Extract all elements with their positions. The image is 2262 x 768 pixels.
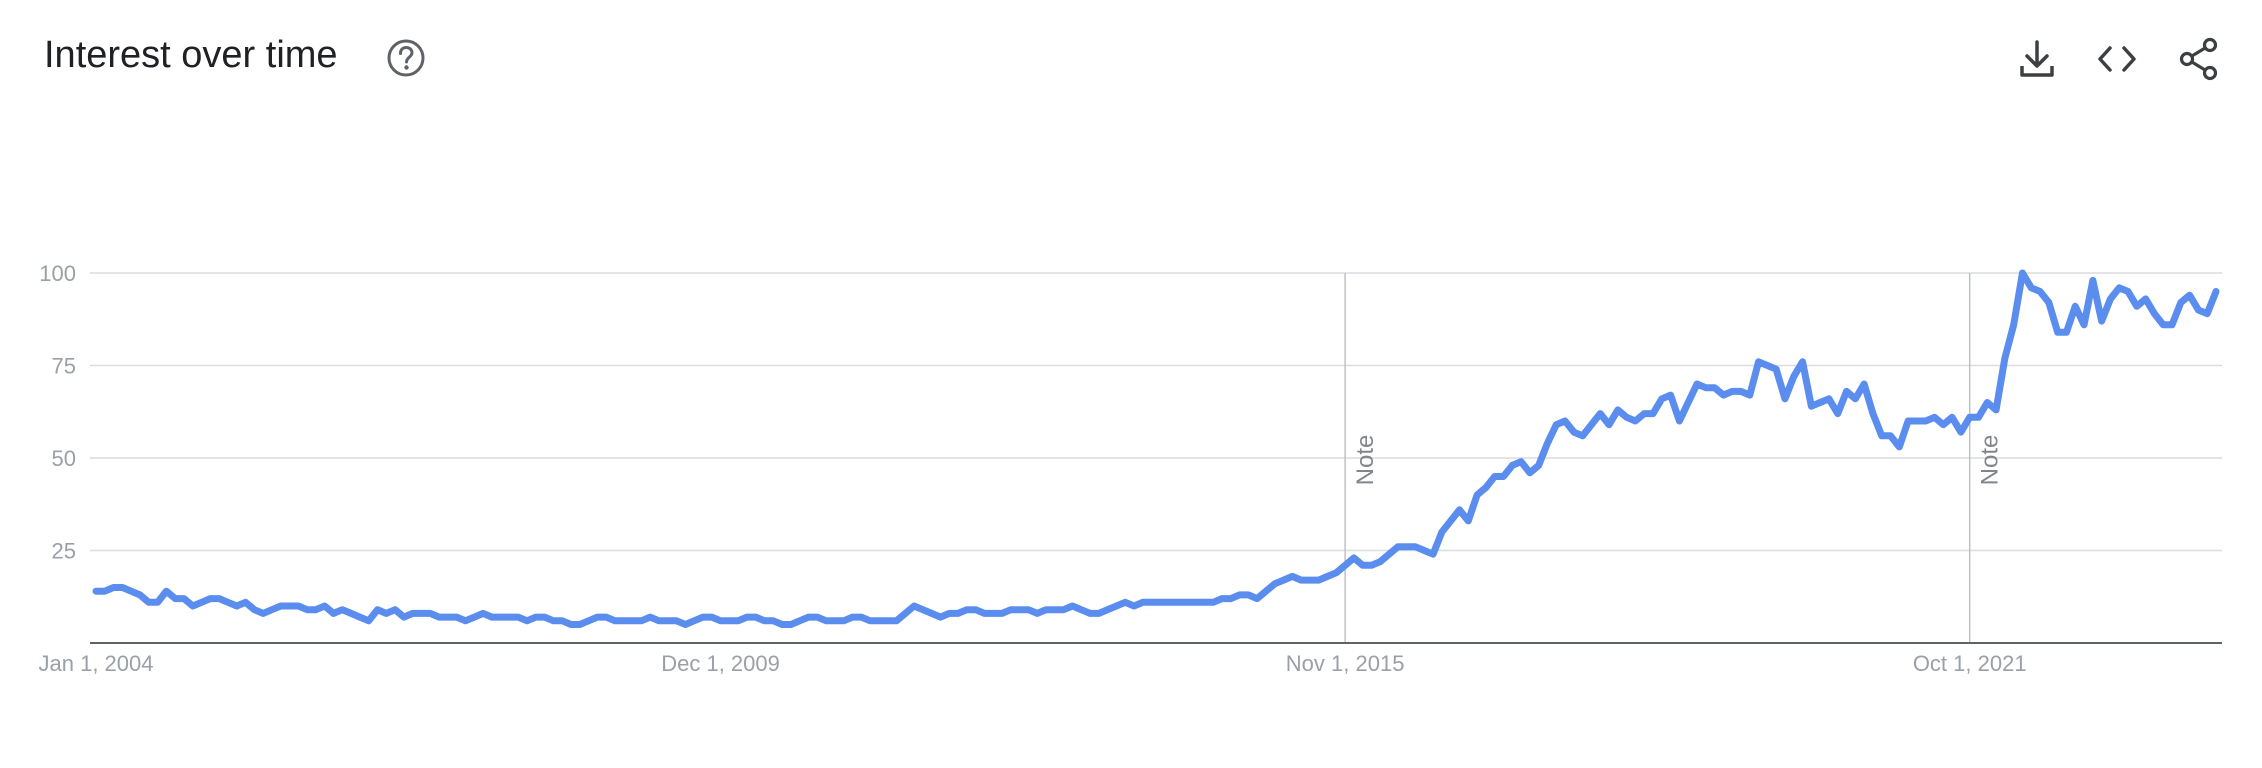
y-tick-label: 75 [52, 354, 76, 379]
help-circle-icon[interactable] [386, 38, 426, 78]
series-line[interactable] [92, 269, 2220, 628]
note-label[interactable]: Note [1352, 435, 1379, 486]
y-tick-label: 50 [52, 446, 76, 471]
y-tick-label: 25 [52, 539, 76, 564]
page-title: Interest over time [44, 34, 338, 76]
note-label[interactable]: Note [1977, 435, 2004, 486]
x-tick-label: Jan 1, 2004 [39, 651, 154, 676]
x-tick-label: Oct 1, 2021 [1913, 651, 2027, 676]
x-tick-label: Dec 1, 2009 [661, 651, 780, 676]
embed-code-icon[interactable] [2094, 36, 2140, 82]
y-tick-label: 100 [39, 261, 76, 286]
chart-header: Interest over time [0, 0, 2262, 120]
download-icon[interactable] [2014, 36, 2060, 82]
share-icon[interactable] [2176, 36, 2222, 82]
x-tick-label: Nov 1, 2015 [1286, 651, 1405, 676]
